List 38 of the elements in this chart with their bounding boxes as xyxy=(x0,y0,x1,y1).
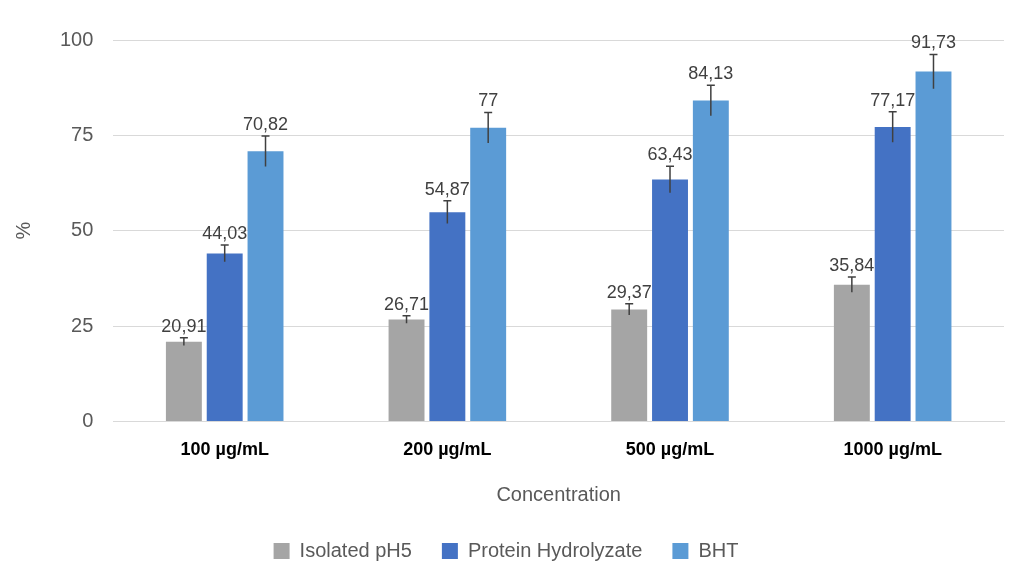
bar xyxy=(833,284,870,421)
x-tick-label: 200 µg/mL xyxy=(403,439,492,460)
bar xyxy=(165,341,202,421)
data-label: 35,84 xyxy=(829,255,875,276)
data-label: 20,91 xyxy=(161,315,207,336)
y-tick-label: 0 xyxy=(82,408,94,431)
x-axis-title: Concentration xyxy=(496,482,621,505)
data-label: 77,17 xyxy=(870,89,916,110)
y-axis-title: % xyxy=(11,221,34,240)
data-label: 44,03 xyxy=(202,223,248,244)
bar xyxy=(247,151,284,421)
y-tick-label: 50 xyxy=(71,218,94,241)
bar xyxy=(388,319,425,421)
x-tick-label: 500 µg/mL xyxy=(625,439,715,460)
legend-label: Isolated pH5 xyxy=(299,538,412,561)
legend-label: BHT xyxy=(698,538,739,561)
bar xyxy=(652,179,688,421)
bar xyxy=(611,309,648,421)
data-label: 29,37 xyxy=(606,281,652,302)
data-label: 54,87 xyxy=(424,178,470,199)
data-label: 70,82 xyxy=(243,114,289,135)
data-label: 91,73 xyxy=(910,32,957,53)
data-label: 77 xyxy=(478,90,499,111)
bar xyxy=(470,127,507,421)
data-label: 26,71 xyxy=(384,293,430,314)
bar xyxy=(206,253,243,421)
bar xyxy=(874,127,911,421)
y-tick-label: 100 xyxy=(59,27,94,50)
x-tick-label: 1000 µg/mL xyxy=(843,439,942,460)
x-tick-label: 100 µg/mL xyxy=(180,439,269,460)
bar xyxy=(915,71,952,421)
bar xyxy=(429,212,466,421)
data-label: 63,43 xyxy=(647,144,693,165)
bar xyxy=(692,100,729,421)
y-tick-label: 75 xyxy=(71,122,94,145)
legend-label: Protein Hydrolyzate xyxy=(467,538,643,561)
y-tick-label: 25 xyxy=(71,313,94,336)
data-label: 84,13 xyxy=(688,63,734,84)
